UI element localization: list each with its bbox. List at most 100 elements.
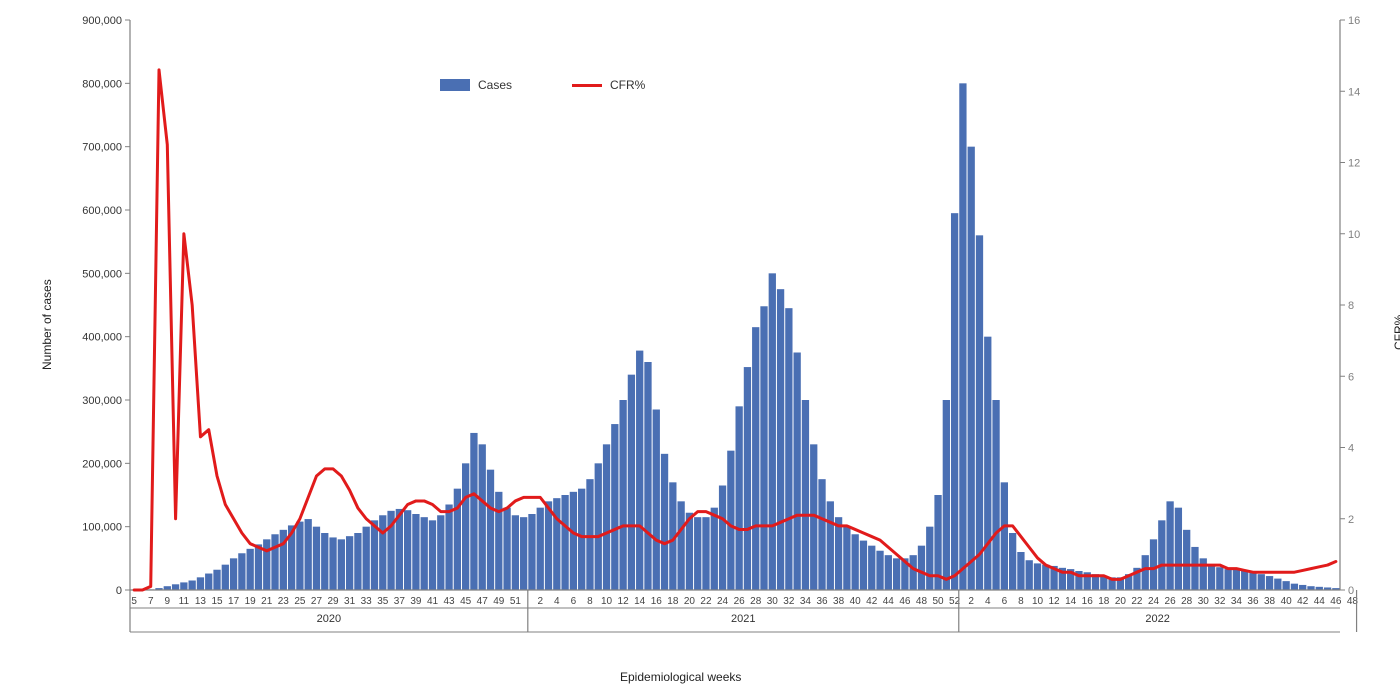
- bar: [918, 546, 925, 590]
- x-tick-label: 18: [667, 596, 679, 607]
- bar: [760, 306, 767, 590]
- x-tick-label: 23: [278, 596, 290, 607]
- x-tick-label: 35: [377, 596, 389, 607]
- bar: [329, 537, 336, 590]
- x-tick-label: 19: [245, 596, 257, 607]
- bar: [346, 536, 353, 590]
- x-tick-label: 30: [1198, 596, 1210, 607]
- bar: [321, 533, 328, 590]
- x-tick-label: 16: [1082, 596, 1094, 607]
- bar: [578, 489, 585, 590]
- y-left-tick-label: 800,000: [82, 78, 122, 90]
- x-tick-label: 51: [510, 596, 522, 607]
- bar: [503, 508, 510, 590]
- x-tick-label: 18: [1098, 596, 1110, 607]
- bar: [876, 551, 883, 590]
- bar: [238, 553, 245, 590]
- bar: [677, 501, 684, 590]
- x-tick-label: 32: [783, 596, 795, 607]
- bar: [1158, 520, 1165, 590]
- bar: [893, 558, 900, 590]
- bar: [586, 479, 593, 590]
- bar: [818, 479, 825, 590]
- x-tick-label: 30: [767, 596, 779, 607]
- x-tick-label: 20: [1115, 596, 1127, 607]
- y-left-tick-label: 300,000: [82, 395, 122, 407]
- bar: [305, 519, 312, 590]
- bar: [653, 410, 660, 591]
- bar: [885, 555, 892, 590]
- bar: [255, 544, 262, 590]
- bar: [785, 308, 792, 590]
- x-tick-label: 45: [460, 596, 472, 607]
- bar: [354, 533, 361, 590]
- x-tick-label: 2: [968, 596, 974, 607]
- bar: [968, 147, 975, 590]
- bar: [976, 235, 983, 590]
- bar: [429, 520, 436, 590]
- bar: [189, 581, 196, 591]
- bar: [628, 375, 635, 590]
- x-year-label: 2022: [1145, 613, 1169, 625]
- bar: [271, 534, 278, 590]
- bar: [992, 400, 999, 590]
- bar: [926, 527, 933, 590]
- x-tick-label: 42: [1297, 596, 1309, 607]
- x-tick-label: 40: [1281, 596, 1293, 607]
- bar: [835, 517, 842, 590]
- bar: [180, 582, 187, 590]
- bar: [570, 492, 577, 590]
- bar: [537, 508, 544, 590]
- bar: [702, 517, 709, 590]
- bar: [172, 584, 179, 590]
- x-tick-label: 12: [618, 596, 630, 607]
- y-right-tick-label: 6: [1348, 371, 1354, 383]
- x-tick-label: 7: [148, 596, 154, 607]
- bar: [371, 520, 378, 590]
- bar: [1001, 482, 1008, 590]
- x-tick-label: 10: [1032, 596, 1044, 607]
- x-tick-label: 5: [131, 596, 137, 607]
- bar: [1266, 576, 1273, 590]
- x-tick-label: 26: [1165, 596, 1177, 607]
- bar: [735, 406, 742, 590]
- x-tick-label: 14: [1065, 596, 1077, 607]
- x-tick-label: 11: [179, 596, 190, 607]
- bar: [603, 444, 610, 590]
- cfr-line: [134, 70, 1336, 590]
- bar: [1233, 570, 1240, 590]
- x-tick-label: 24: [1148, 596, 1160, 607]
- bar: [727, 451, 734, 590]
- x-tick-label: 28: [1181, 596, 1193, 607]
- bar: [495, 492, 502, 590]
- bar: [951, 213, 958, 590]
- y-left-tick-label: 600,000: [82, 205, 122, 217]
- bar: [437, 515, 444, 590]
- bar: [520, 517, 527, 590]
- x-tick-label: 15: [211, 596, 223, 607]
- x-tick-label: 4: [554, 596, 560, 607]
- y-left-tick-label: 100,000: [82, 522, 122, 534]
- bar: [1258, 574, 1265, 590]
- bar: [1274, 579, 1281, 590]
- bar: [379, 515, 386, 590]
- bar: [1017, 552, 1024, 590]
- bar: [910, 555, 917, 590]
- bar: [619, 400, 626, 590]
- bar: [1216, 567, 1223, 590]
- x-tick-label: 14: [634, 596, 646, 607]
- bar: [445, 505, 452, 591]
- x-tick-label: 40: [850, 596, 862, 607]
- x-tick-label: 34: [1231, 596, 1243, 607]
- x-tick-label: 32: [1214, 596, 1226, 607]
- bar: [636, 351, 643, 590]
- bar: [1191, 547, 1198, 590]
- bar: [1241, 571, 1248, 590]
- bar: [462, 463, 469, 590]
- x-tick-label: 29: [327, 596, 339, 607]
- y-left-tick-label: 200,000: [82, 458, 122, 470]
- bar: [230, 558, 237, 590]
- bar: [553, 498, 560, 590]
- y-left-tick-label: 500,000: [82, 268, 122, 280]
- bar: [1150, 539, 1157, 590]
